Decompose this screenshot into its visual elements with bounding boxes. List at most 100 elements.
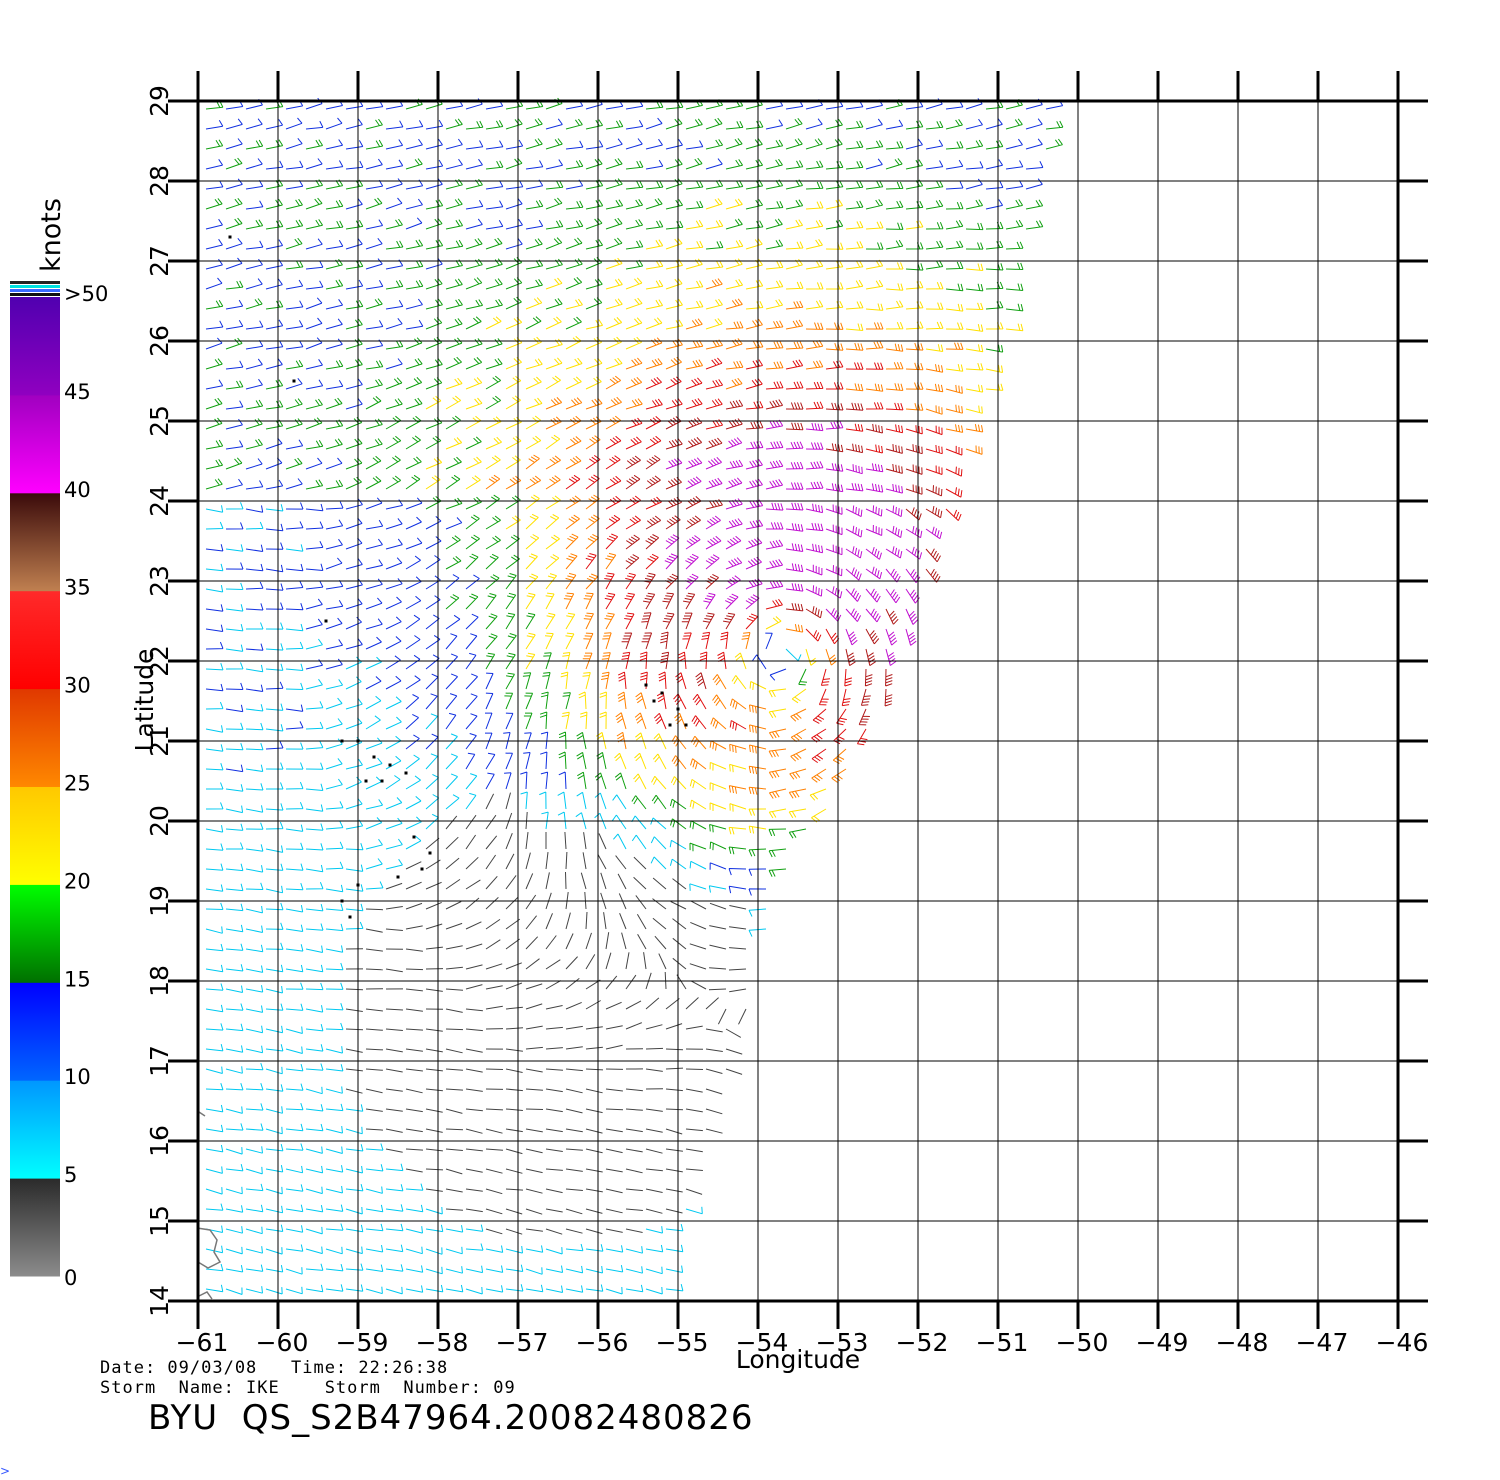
wind-barb: [245, 563, 264, 572]
wind-barb: [826, 282, 844, 290]
wind-barb: [665, 998, 680, 1010]
wind-barb: [405, 925, 423, 930]
wind-barb: [345, 238, 363, 250]
wind-barb: [505, 1264, 524, 1272]
wind-barb: [525, 1267, 543, 1275]
wind-barb: [485, 712, 493, 730]
wind-barb: [425, 881, 442, 890]
wind-barb: [325, 239, 344, 250]
wind-barb: [345, 417, 363, 430]
wind-barb: [405, 796, 422, 810]
wind-barb: [565, 1046, 583, 1050]
wind-barb: [525, 219, 544, 230]
longitude-tick-label: −61: [176, 1328, 229, 1357]
wind-barb: [605, 120, 624, 130]
wind-barb: [885, 444, 903, 454]
wind-barb: [662, 592, 675, 610]
wind-barb: [752, 654, 767, 670]
wind-barb: [645, 1266, 663, 1275]
wind-barb: [285, 418, 303, 430]
wind-barb: [545, 475, 561, 490]
wind-barb: [818, 688, 829, 706]
wind-barb: [785, 381, 804, 390]
wind-barb: [905, 526, 923, 539]
wind-barb: [745, 613, 758, 630]
wind-barb: [525, 336, 542, 350]
wind-barb: [625, 1108, 643, 1111]
wind-barb: [225, 197, 243, 210]
wind-barb: [445, 794, 460, 810]
wind-barb: [405, 694, 420, 710]
wind-barb: [485, 338, 503, 350]
wind-barb: [345, 1284, 364, 1292]
wind-barb: [645, 1208, 663, 1214]
wind-barb: [525, 200, 544, 210]
wind-barb: [625, 376, 643, 390]
wind-barb: [562, 692, 571, 710]
wind-barb: [465, 120, 484, 130]
wind-barb: [565, 871, 567, 890]
wind-barb: [665, 338, 683, 350]
wind-barb: [583, 832, 587, 850]
wind-barb: [605, 1188, 623, 1194]
wind-barb: [805, 543, 824, 554]
wind-barb: [365, 578, 383, 590]
wind-barb: [525, 1068, 543, 1073]
lat-lon-grid: [197, 100, 1399, 1302]
wind-barb: [565, 258, 583, 270]
wind-barb: [645, 358, 663, 370]
wind-barb: [708, 885, 727, 893]
wind-barb: [445, 673, 458, 690]
wind-barb: [285, 663, 304, 671]
colorbar-tick-label: >50: [64, 282, 108, 306]
wind-barb: [245, 399, 264, 410]
wind-barb: [465, 652, 477, 670]
wind-barb: [345, 758, 363, 770]
wind-barb: [717, 1008, 727, 1025]
wind-barb: [205, 843, 224, 851]
wind-barb: [225, 964, 244, 972]
wind-barb: [385, 1128, 403, 1133]
wind-barb: [545, 959, 561, 970]
wind-barb: [709, 740, 727, 751]
wind-barb: [465, 456, 482, 470]
wind-barb: [225, 682, 244, 690]
wind-barb: [505, 1128, 523, 1133]
wind-barb: [385, 358, 403, 370]
wind-barb: [545, 1265, 564, 1273]
wind-barb: [405, 1168, 423, 1173]
wind-barb: [805, 381, 824, 390]
wind-barb: [265, 504, 284, 512]
wind-barb: [725, 258, 743, 270]
wind-barb: [985, 301, 1004, 310]
wind-barb: [624, 612, 635, 630]
wind-barb: [325, 1146, 343, 1154]
wind-barb: [285, 502, 304, 510]
wind-barb: [485, 1208, 503, 1215]
wind-barb: [673, 693, 687, 710]
wind-barb: [1005, 160, 1024, 170]
wind-barb: [285, 924, 304, 932]
wind-barb: [405, 260, 424, 270]
wind-barb: [245, 844, 264, 852]
wind-barb: [660, 631, 669, 650]
wind-barb: [265, 139, 284, 150]
wind-barb: [728, 885, 747, 894]
wind-barb: [305, 659, 324, 670]
wind-barb: [865, 483, 884, 493]
wind-barb: [225, 1147, 243, 1155]
wind-barb: [245, 1183, 264, 1192]
wind-barb: [485, 772, 495, 790]
wind-barb: [285, 300, 304, 310]
longitude-tick-label: −53: [816, 1328, 869, 1357]
wind-barb: [845, 546, 863, 559]
wind-barb: [445, 337, 463, 350]
wind-barb: [565, 978, 580, 990]
wind-barb: [285, 1026, 303, 1034]
wind-barb: [605, 237, 623, 250]
wind-barb: [485, 436, 502, 450]
wind-barb: [785, 523, 804, 532]
wind-barb: [345, 717, 363, 730]
wind-barb: [345, 1008, 363, 1012]
wind-barb: [365, 928, 383, 933]
